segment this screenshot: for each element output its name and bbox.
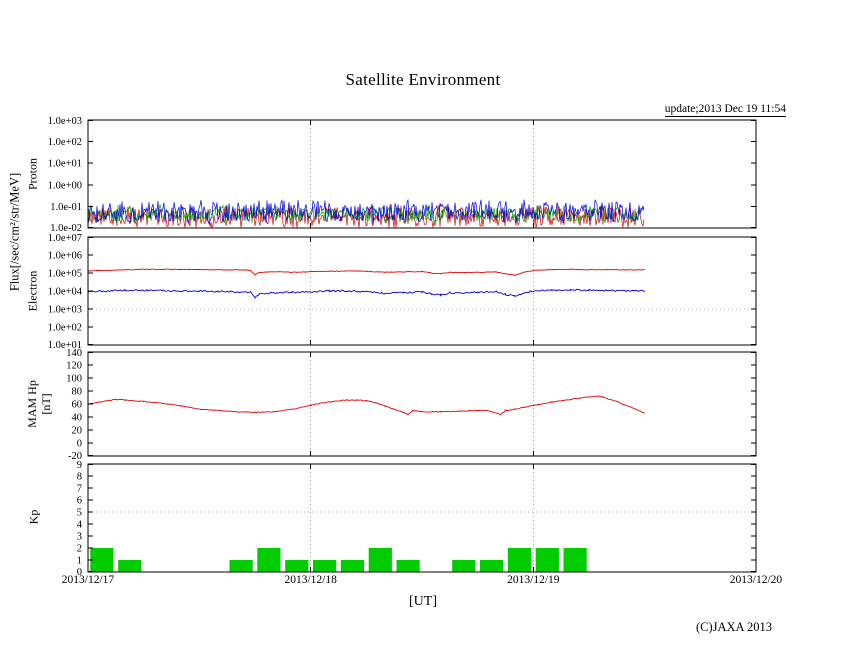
proton-y-tick-label: 1.0e+01 <box>48 159 82 170</box>
kp-bar <box>229 560 253 572</box>
x-date-label: 2013/12/17 <box>62 574 115 586</box>
x-date-label: 2013/12/18 <box>284 574 337 586</box>
mam-hp-y-tick-label: 120 <box>66 361 82 372</box>
kp-bar <box>90 548 114 572</box>
copyright: (C)JAXA 2013 <box>695 620 772 634</box>
kp-bar <box>480 560 504 572</box>
kp-bar <box>285 560 309 572</box>
kp-y-tick-label: 3 <box>77 532 82 543</box>
proton-y-tick-label: 1.0e-02 <box>50 223 82 234</box>
electron-y-tick-label: 1.0e+03 <box>48 305 82 316</box>
kp-y-tick-label: 9 <box>77 460 82 471</box>
electron-y-tick-label: 1.0e+04 <box>48 287 83 298</box>
mam-hp-y-tick-label: 40 <box>72 413 83 424</box>
mam-hp-y-tick-label: 100 <box>66 374 82 385</box>
panel-frame-mam-hp <box>87 351 757 457</box>
kp-bar <box>507 548 531 572</box>
panel-frame-electron <box>87 236 757 346</box>
kp-bar <box>340 560 364 572</box>
update-timestamp-text: update;2013 Dec 19 11:54 <box>664 103 786 117</box>
kp-y-tick-label: 8 <box>77 472 82 483</box>
x-date-label: 2013/12/19 <box>507 574 560 586</box>
electron-y-tick-label: 1.0e+07 <box>48 233 82 244</box>
mam-hp-y-tick-label: 80 <box>72 387 83 398</box>
kp-y-tick-label: 4 <box>77 520 83 531</box>
kp-bar <box>396 560 420 572</box>
electron-y-tick-label: 1.0e+02 <box>48 323 82 334</box>
mam-hp-y-tick-label: -20 <box>68 451 82 462</box>
kp-y-tick-label: 5 <box>77 508 82 519</box>
proton-y-tick-label: 1.0e+00 <box>48 180 82 191</box>
series-electron-high <box>87 268 645 277</box>
electron-y-tick-label: 1.0e+05 <box>48 269 82 280</box>
kp-bar <box>535 548 559 572</box>
page-title: Satellite Environment <box>345 70 501 89</box>
panel-frame-proton <box>87 119 757 229</box>
series-electron-low <box>87 288 645 300</box>
kp-bar <box>452 560 476 572</box>
proton-y-tick-label: 1.0e+03 <box>48 116 82 127</box>
mam-hp-y-tick-label: 60 <box>72 400 83 411</box>
kp-y-tick-label: 7 <box>77 484 82 495</box>
series-proton-red <box>87 204 645 229</box>
mam-hp-y-tick-label: 0 <box>77 439 82 450</box>
kp-bar <box>368 548 392 572</box>
kp-bar <box>118 560 142 572</box>
panel-frame-kp <box>87 463 757 573</box>
kp-bar <box>257 548 281 572</box>
kp-y-tick-label: 1 <box>77 556 82 567</box>
proton-y-tick-label: 1.0e+02 <box>48 137 82 148</box>
electron-y-tick-label: 1.0e+06 <box>48 251 82 262</box>
x-date-label: 2013/12/20 <box>730 574 783 586</box>
series-proton-blue <box>87 198 645 225</box>
mam-hp-y-tick-label: 140 <box>66 348 82 359</box>
kp-bar <box>563 548 587 572</box>
kp-bar <box>313 560 337 572</box>
kp-y-tick-label: 6 <box>77 496 82 507</box>
series-hp <box>87 395 645 416</box>
kp-y-tick-label: 0 <box>77 567 82 578</box>
kp-y-tick-label: 2 <box>77 544 82 555</box>
electron-y-tick-label: 1.0e+01 <box>48 340 82 351</box>
mam-hp-y-tick-label: 20 <box>72 426 83 437</box>
proton-y-tick-label: 1.0e-01 <box>50 202 82 213</box>
x-axis-title: [UT] <box>409 594 437 609</box>
update-timestamp: update;2013 Dec 19 11:54 <box>0 103 786 117</box>
